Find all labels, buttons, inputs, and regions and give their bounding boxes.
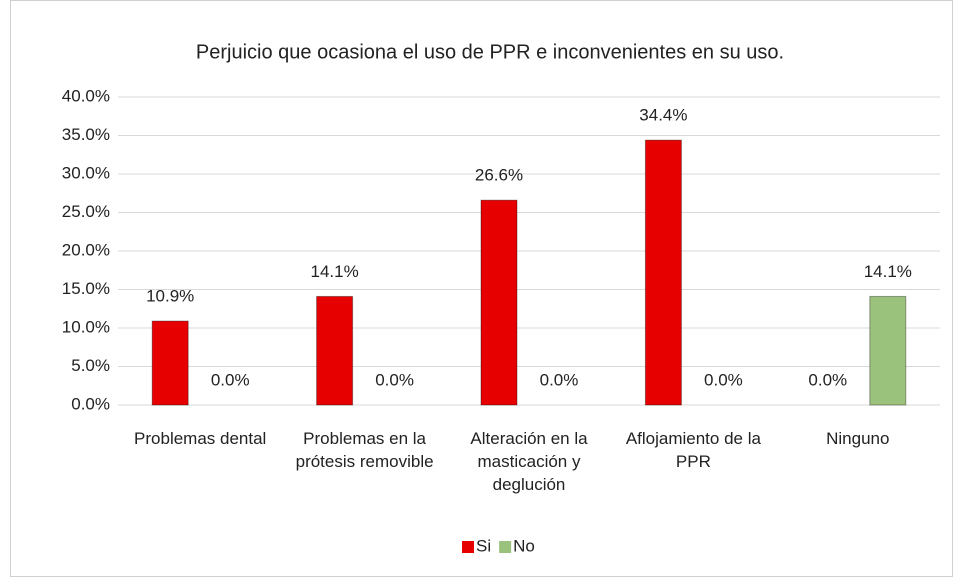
chart-title: Perjuicio que ocasiona el uso de PPR e i… [196, 41, 784, 63]
y-tick-label: 10.0% [62, 317, 110, 336]
y-tick-label: 0.0% [71, 394, 110, 413]
data-label: 34.4% [639, 106, 687, 125]
x-tick-label: Problemas dental [134, 429, 267, 448]
data-label: 0.0% [808, 370, 847, 389]
bar [869, 295, 907, 406]
y-tick-label: 25.0% [62, 202, 110, 221]
bar [644, 139, 682, 406]
data-label: 0.0% [540, 370, 579, 389]
x-tick-label: Aflojamiento de la PPR [625, 429, 761, 471]
bar [151, 320, 189, 406]
y-tick-label: 40.0% [62, 86, 110, 105]
x-tick-label: Ninguno [826, 429, 890, 448]
data-label: 14.1% [864, 262, 912, 281]
data-label: 14.1% [310, 262, 358, 281]
legend-swatch [499, 541, 512, 553]
data-label: 0.0% [375, 370, 414, 389]
bar [316, 295, 354, 406]
data-label: 0.0% [704, 370, 743, 389]
legend-swatch [462, 541, 474, 553]
x-tick-label: Problemas en la prótesis removible [295, 429, 434, 471]
y-tick-label: 5.0% [71, 356, 110, 375]
data-label: 26.6% [475, 166, 523, 185]
y-tick-label: 35.0% [62, 125, 110, 144]
bar [480, 199, 518, 406]
x-tick-label: Alteración en la masticación y deglución [470, 429, 588, 494]
y-tick-label: 20.0% [62, 240, 110, 259]
y-tick-label: 30.0% [62, 163, 110, 182]
legend-label: Si [476, 536, 491, 555]
data-label: 10.9% [146, 287, 194, 306]
y-tick-label: 15.0% [62, 279, 110, 298]
data-label: 0.0% [211, 370, 250, 389]
legend-label: No [513, 536, 535, 555]
